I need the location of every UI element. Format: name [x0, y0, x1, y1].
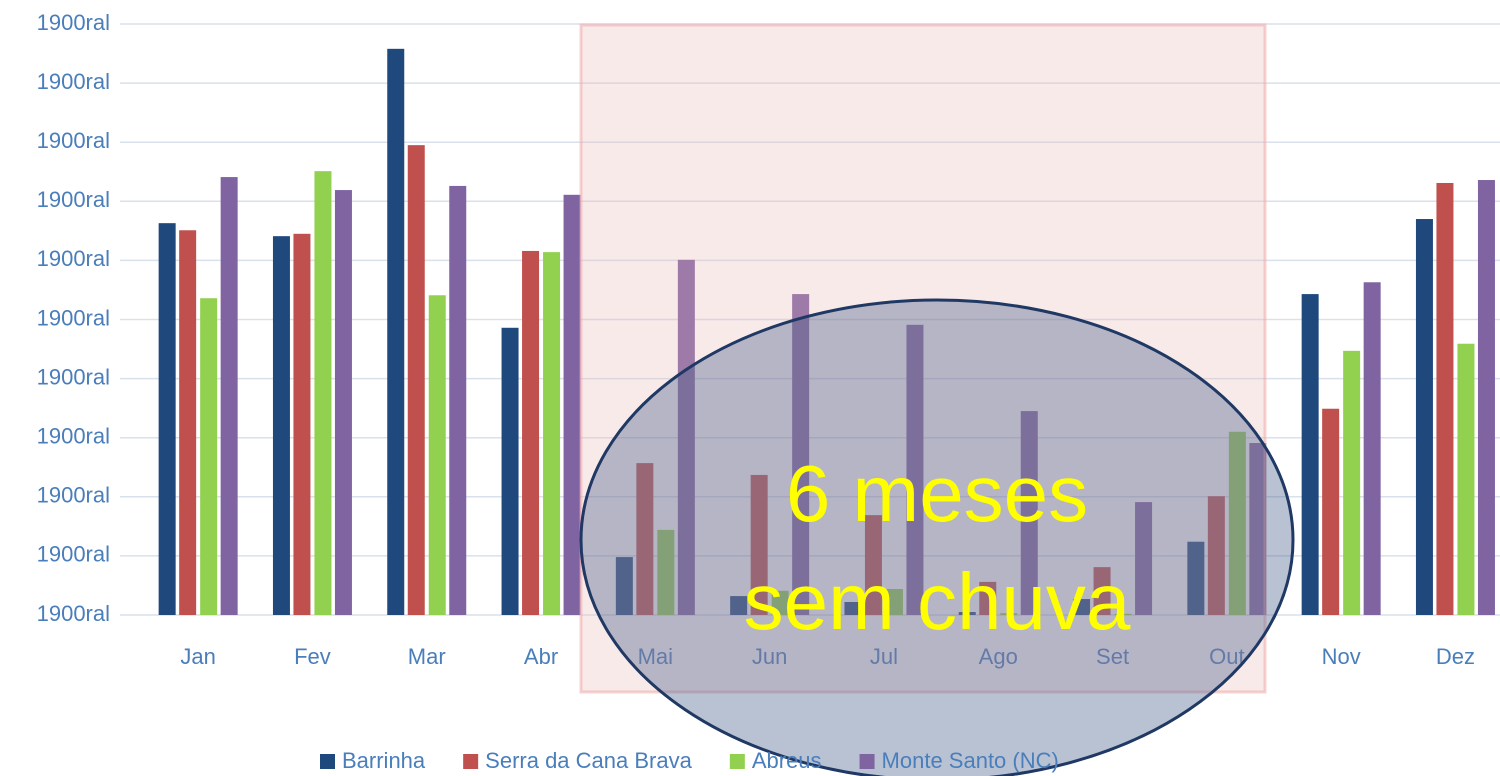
bar — [1093, 567, 1111, 615]
bar — [272, 236, 290, 615]
x-tick-label: Nov — [1322, 644, 1361, 669]
bar — [615, 557, 633, 615]
x-tick-label: Dez — [1436, 644, 1475, 669]
y-tick-label: 1900ral — [37, 69, 110, 94]
bar — [1020, 411, 1038, 615]
bar — [1415, 219, 1433, 615]
bar — [1228, 431, 1246, 615]
bar — [1363, 282, 1381, 615]
bar — [334, 190, 352, 616]
bar — [428, 295, 446, 615]
bar — [158, 223, 176, 616]
bar — [844, 601, 862, 615]
bar — [1457, 343, 1475, 615]
bar — [1073, 599, 1091, 615]
bar — [750, 474, 768, 615]
y-tick-label: 1900ral — [37, 601, 110, 626]
bar — [771, 590, 789, 615]
bar — [314, 171, 332, 615]
bar — [958, 612, 976, 615]
x-tick-label: Fev — [294, 644, 331, 669]
x-tick-label: Jan — [180, 644, 215, 669]
bar — [220, 177, 238, 615]
y-tick-label: 1900ral — [37, 542, 110, 567]
x-tick-label: Jun — [752, 644, 787, 669]
legend-label: Abreus — [752, 748, 822, 773]
y-tick-label: 1900ral — [37, 246, 110, 271]
legend-label: Barrinha — [342, 748, 426, 773]
bar — [1187, 541, 1205, 615]
bar — [1000, 613, 1018, 615]
y-tick-label: 1900ral — [37, 10, 110, 35]
y-tick-label: 1900ral — [37, 128, 110, 153]
bar — [792, 294, 810, 615]
bar — [563, 194, 581, 615]
bar — [1207, 496, 1225, 615]
legend-label: Monte Santo (NC) — [882, 748, 1059, 773]
bar — [293, 233, 311, 615]
bar — [1301, 294, 1319, 615]
legend-label: Serra da Cana Brava — [485, 748, 692, 773]
bar — [407, 145, 425, 615]
bar — [1477, 180, 1495, 616]
y-tick-label: 1900ral — [37, 424, 110, 449]
x-tick-label: Out — [1209, 644, 1244, 669]
bar — [730, 596, 748, 615]
bar — [501, 327, 519, 615]
bar — [906, 324, 924, 615]
legend-swatch — [859, 754, 875, 769]
x-tick-label: Abr — [524, 644, 558, 669]
bar — [636, 463, 654, 615]
x-tick-label: Set — [1096, 644, 1129, 669]
legend-swatch — [463, 754, 479, 769]
highlight-box — [579, 23, 1267, 694]
legend-swatch — [320, 754, 335, 769]
y-tick-label: 1900ral — [37, 483, 110, 508]
y-tick-label: 1900ral — [37, 364, 110, 389]
bar — [1436, 182, 1454, 615]
annotation: 6 meses — [786, 449, 1088, 538]
bar — [522, 250, 540, 615]
y-tick-label: 1900ral — [37, 305, 110, 330]
bar — [885, 588, 903, 615]
bar — [200, 298, 218, 615]
bar — [1343, 350, 1361, 615]
x-tick-label: Ago — [979, 644, 1018, 669]
bar — [449, 185, 467, 615]
legend-swatch — [729, 754, 745, 769]
bar — [1249, 443, 1267, 615]
y-tick-label: 1900ral — [37, 187, 110, 212]
x-tick-label: Mai — [638, 644, 673, 669]
annotation: sem chuva — [744, 557, 1131, 646]
bar — [657, 529, 675, 615]
bar — [979, 581, 997, 615]
bar — [543, 252, 561, 615]
x-tick-label: Jul — [870, 644, 898, 669]
overlay-ellipse — [579, 298, 1295, 776]
bar — [677, 259, 695, 615]
bar — [387, 48, 405, 615]
x-tick-label: Mar — [408, 644, 446, 669]
bar — [179, 230, 197, 615]
bar — [1135, 502, 1153, 615]
bar — [1322, 408, 1340, 615]
bar — [1114, 613, 1132, 615]
bar — [864, 515, 882, 615]
